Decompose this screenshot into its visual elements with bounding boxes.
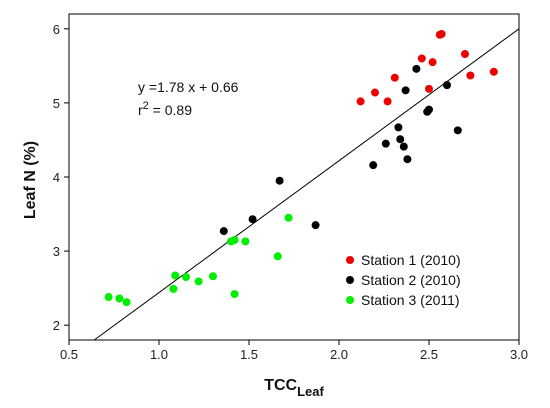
- y-tick-label: 3: [53, 244, 60, 259]
- r-squared-exponent: 2: [143, 100, 149, 112]
- data-point-series-2: [399, 142, 408, 151]
- data-points: [104, 30, 498, 307]
- data-point-series-1: [466, 71, 475, 80]
- y-tick-label: 2: [53, 318, 60, 333]
- data-point-series-2: [381, 139, 390, 148]
- data-point-series-2: [401, 86, 410, 95]
- x-tick-label: 1.0: [150, 347, 168, 362]
- y-tick-label: 4: [53, 170, 60, 185]
- data-point-series-1: [356, 97, 365, 106]
- data-point-series-3: [169, 284, 178, 293]
- data-point-series-3: [273, 252, 282, 261]
- legend-label: Station 1 (2010): [361, 252, 461, 268]
- data-point-series-2: [394, 123, 403, 132]
- regression-equation: y =1.78 x + 0.66: [138, 79, 239, 95]
- data-point-series-1: [437, 30, 446, 39]
- data-point-series-3: [171, 271, 180, 280]
- data-point-series-2: [219, 227, 228, 236]
- data-point-series-1: [461, 50, 469, 59]
- data-point-series-1: [417, 54, 426, 63]
- legend-marker: [346, 296, 354, 304]
- legend: Station 1 (2010) Station 2 (2010) Station …: [346, 252, 461, 308]
- data-point-series-2: [425, 105, 433, 114]
- r-squared-label: r2 = 0.89: [138, 100, 192, 118]
- data-point-series-3: [104, 293, 113, 302]
- data-point-series-1: [371, 88, 379, 97]
- data-point-series-2: [311, 221, 320, 230]
- y-tick-label: 6: [53, 22, 60, 37]
- data-point-series-1: [383, 97, 392, 106]
- x-axis: 0.5 1.0 1.5 2.0 2.5 3.0: [60, 340, 528, 362]
- data-point-series-2: [369, 161, 378, 170]
- data-point-series-3: [194, 277, 203, 286]
- x-axis-title-main: TCC: [264, 377, 297, 394]
- x-tick-label: 0.5: [60, 347, 78, 362]
- data-point-series-2: [275, 176, 284, 185]
- x-axis-title: TCCLeaf: [264, 377, 324, 399]
- x-tick-label: 2.0: [330, 347, 348, 362]
- data-point-series-2: [412, 64, 421, 73]
- x-axis-title-subscript: Leaf: [297, 384, 324, 399]
- data-point-series-2: [403, 155, 412, 164]
- regression-line: [93, 28, 520, 341]
- r-squared-value: = 0.89: [149, 102, 192, 118]
- data-point-series-2: [453, 126, 462, 135]
- y-axis: 2 3 4 5 6: [53, 22, 69, 333]
- y-axis-title: Leaf N (%): [22, 141, 39, 219]
- data-point-series-3: [122, 298, 131, 307]
- data-point-series-1: [489, 67, 498, 76]
- x-tick-label: 1.5: [240, 347, 258, 362]
- data-point-series-3: [115, 294, 124, 303]
- data-point-series-1: [390, 73, 399, 82]
- r-squared-base: r: [138, 102, 143, 118]
- x-tick-label: 2.5: [420, 347, 438, 362]
- data-point-series-3: [230, 290, 239, 299]
- data-point-series-2: [443, 81, 451, 90]
- data-point-series-1: [428, 58, 437, 67]
- data-point-series-3: [284, 213, 293, 222]
- data-point-series-3: [182, 273, 190, 282]
- data-point-series-2: [396, 135, 405, 144]
- legend-marker: [346, 276, 354, 284]
- x-tick-label: 3.0: [510, 347, 528, 362]
- data-point-series-2: [248, 215, 257, 224]
- legend-label: Station 2 (2010): [361, 272, 461, 288]
- y-tick-label: 5: [53, 96, 60, 111]
- legend-marker: [346, 256, 354, 264]
- legend-label: Station 3 (2011): [361, 292, 460, 308]
- data-point-series-3: [209, 272, 217, 281]
- data-point-series-1: [425, 84, 433, 93]
- data-point-series-3: [241, 237, 250, 246]
- data-point-series-3: [230, 235, 239, 244]
